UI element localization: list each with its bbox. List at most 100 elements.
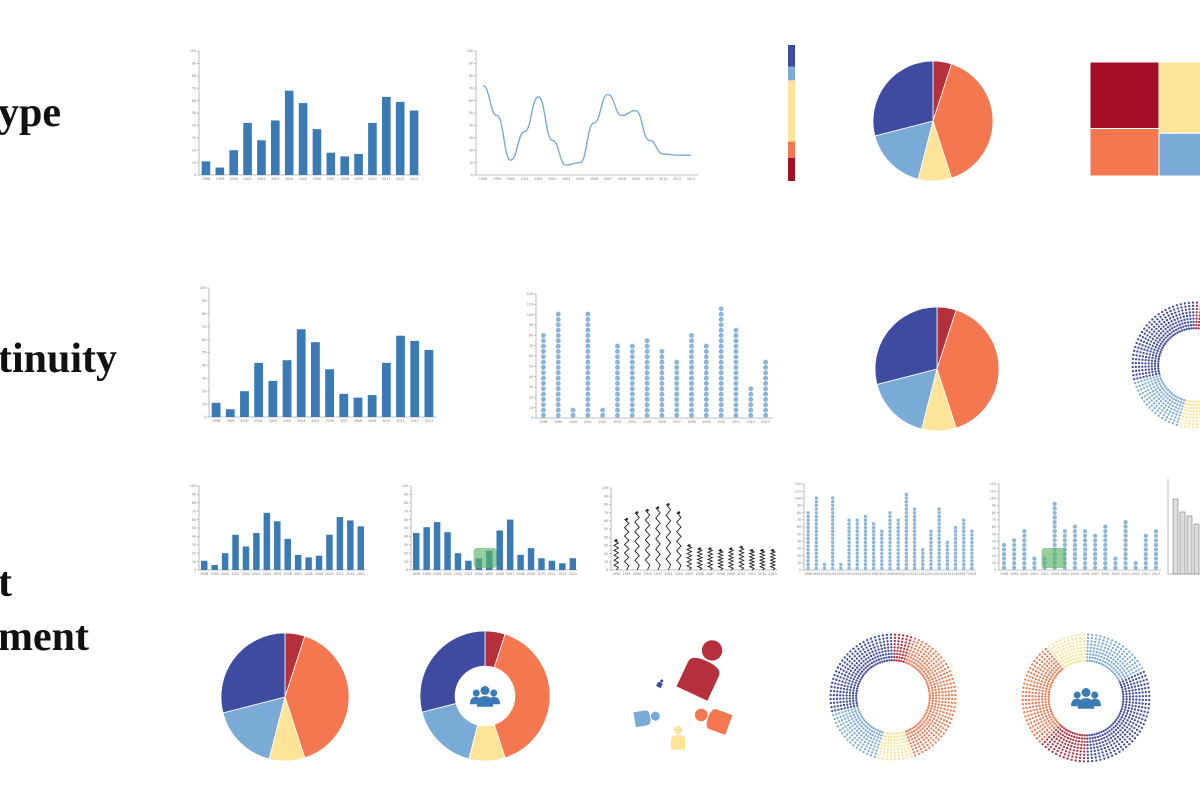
radial-dot: [866, 660, 869, 664]
radial-dot: [1176, 396, 1179, 399]
radial-dot: [898, 738, 902, 741]
y-tick-label: 30: [192, 543, 196, 547]
radial-dot: [1110, 649, 1113, 652]
dot: [814, 566, 818, 570]
row-label-alignment: ment: [0, 614, 89, 660]
radial-dot: [930, 659, 933, 663]
radial-dot: [1102, 656, 1106, 660]
radial-dot: [862, 640, 865, 644]
radial-dot: [1195, 317, 1198, 320]
radial-dot: [1024, 698, 1028, 702]
x-tick-label: 1998: [412, 572, 420, 576]
radial-dot: [1086, 633, 1090, 636]
y-tick-label: 90: [469, 62, 473, 66]
radial-dot: [1054, 728, 1058, 732]
dot: [733, 327, 739, 333]
radial-dot: [1120, 671, 1123, 674]
radial-dot: [1102, 743, 1105, 747]
radial-dot: [872, 643, 875, 646]
radial-dot: [1147, 690, 1151, 693]
dot: [863, 525, 868, 530]
radial-dot: [1131, 698, 1135, 701]
dot: [748, 412, 754, 418]
radial-dot: [1111, 747, 1114, 750]
radial-dot: [937, 706, 940, 709]
radial-dot: [1150, 359, 1154, 362]
radial-dot: [1135, 677, 1138, 681]
dot: [659, 402, 665, 408]
dot: [1143, 533, 1148, 538]
dot: [614, 380, 620, 386]
radial-dot: [1159, 400, 1163, 403]
dot: [953, 529, 958, 533]
radial-dot: [885, 659, 889, 662]
radial-dot: [858, 668, 861, 671]
radial-dot: [923, 666, 926, 669]
radial-dot: [1028, 698, 1031, 702]
glyph-cap: [761, 549, 764, 552]
radial-dot: [1083, 747, 1086, 750]
radial-dot: [949, 709, 952, 712]
radial-dot: [1080, 656, 1084, 659]
y-tick-label: 20: [404, 551, 408, 555]
radial-dot: [954, 697, 957, 701]
radial-dot: [841, 711, 844, 714]
x-tick-label: 2006: [696, 572, 704, 576]
dot: [733, 348, 739, 354]
radial-dot: [881, 757, 884, 760]
radial-dot: [1143, 379, 1146, 382]
x-tick-label: 2012: [673, 177, 681, 181]
radial-dot: [1157, 397, 1160, 401]
radial-dot: [1139, 376, 1142, 379]
y-tick-label: 50: [992, 532, 996, 536]
radial-dot: [856, 704, 859, 707]
dot: [1082, 547, 1088, 552]
radial-dot: [921, 727, 924, 730]
dot: [540, 412, 546, 418]
radial-dot: [1021, 698, 1024, 702]
radial-dot: [1037, 671, 1040, 674]
radial-dot: [1099, 648, 1102, 651]
glyph-cap: [750, 549, 754, 552]
radial-dot: [1021, 694, 1024, 698]
radial-dot: [1144, 358, 1147, 362]
radial-dot: [1129, 683, 1133, 686]
dot: [1062, 533, 1067, 538]
radial-dot: [835, 697, 839, 700]
radial-dot: [855, 746, 858, 749]
dot: [614, 412, 620, 418]
x-tick-label: 2001: [231, 572, 239, 576]
radial-dot: [1125, 647, 1128, 651]
person-head: [472, 689, 480, 697]
radial-dot: [1071, 752, 1075, 755]
x-tick-label: 2002: [257, 177, 265, 181]
radial-dot: [838, 662, 842, 666]
radial-dot: [1161, 381, 1164, 384]
radial-dot: [853, 727, 856, 730]
radial-dot: [1064, 742, 1067, 746]
dot: [921, 548, 925, 552]
dot: [1001, 547, 1007, 552]
radial-dot: [1173, 409, 1176, 412]
radial-dot: [1100, 737, 1103, 741]
radial-dot: [848, 726, 852, 729]
dot: [937, 559, 941, 563]
radial-dot: [885, 656, 888, 659]
radial-dot: [845, 694, 848, 697]
radial-dot: [1181, 418, 1184, 421]
radial-dot: [889, 755, 893, 758]
radial-dot: [938, 720, 941, 724]
radial-dot: [1131, 369, 1135, 373]
dot: [953, 548, 958, 552]
radial-dot: [882, 734, 886, 738]
dot: [929, 555, 933, 559]
radial-dot: [1046, 650, 1050, 653]
radial-dot: [1048, 666, 1051, 670]
bar: [354, 153, 363, 175]
dot: [921, 562, 925, 567]
dot: [921, 566, 925, 570]
radial-dot: [1071, 638, 1074, 641]
radial-dot: [1037, 701, 1041, 704]
radial-dot: [851, 666, 854, 670]
radial-dot: [940, 687, 944, 691]
